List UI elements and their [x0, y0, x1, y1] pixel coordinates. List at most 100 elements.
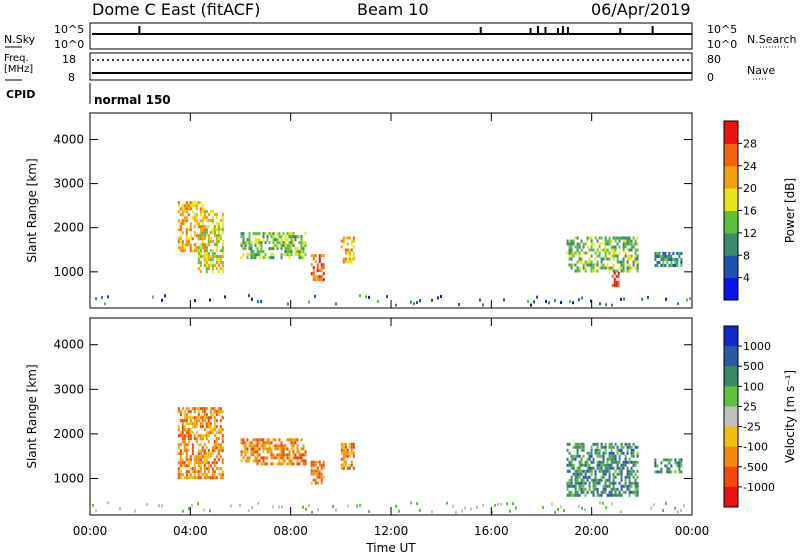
data-cell: [290, 232, 293, 236]
data-cell: [620, 266, 623, 270]
data-cell: [179, 410, 182, 414]
data-cell: [656, 470, 659, 474]
data-cell: [636, 260, 639, 264]
data-cell: [272, 462, 275, 466]
data-cell: [632, 469, 635, 473]
data-cell: [185, 428, 188, 432]
data-cell: [185, 434, 188, 438]
data-cell: [590, 472, 593, 476]
data-cell: [205, 234, 208, 238]
data-cell: [189, 476, 192, 480]
data-cell: [322, 263, 325, 267]
data-cell: [622, 257, 625, 261]
data-cell: [189, 467, 192, 471]
data-cell: [602, 457, 605, 461]
data-cell: [282, 241, 285, 245]
data-cell: [205, 243, 208, 247]
data-cell: [199, 416, 202, 420]
data-cell: [284, 241, 287, 245]
data-cell: [606, 457, 609, 461]
data-cell: [346, 236, 349, 240]
data-cell: [312, 272, 315, 276]
data-cell: [600, 248, 603, 252]
data-cell: [318, 260, 321, 264]
data-cell: [197, 419, 200, 423]
data-cell: [292, 438, 295, 442]
ground-scatter-cell: [455, 510, 457, 514]
data-cell: [219, 443, 222, 447]
data-cell: [632, 242, 635, 246]
data-cell: [282, 450, 285, 454]
data-cell: [181, 231, 184, 235]
data-cell: [191, 204, 194, 208]
data-cell: [205, 252, 208, 256]
data-cell: [302, 447, 305, 451]
data-cell: [197, 458, 200, 462]
data-cell: [272, 253, 275, 257]
data-cell: [217, 231, 220, 235]
data-cell: [179, 234, 182, 238]
data-cell: [304, 232, 307, 236]
data-cell: [662, 254, 665, 258]
data-cell: [300, 250, 303, 254]
data-cell: [304, 462, 307, 466]
data-cell: [296, 444, 299, 448]
ground-scatter-cell: [647, 296, 649, 300]
data-cell: [570, 490, 573, 494]
ground-scatter-cell: [209, 509, 211, 513]
data-cell: [199, 434, 202, 438]
data-cell: [580, 257, 583, 261]
data-cell: [242, 238, 245, 242]
colorbar-tick-label: 16: [743, 205, 757, 218]
data-cell: [189, 431, 192, 435]
ground-scatter-cell: [359, 503, 361, 507]
data-cell: [634, 484, 637, 488]
data-cell: [584, 460, 587, 464]
data-cell: [590, 242, 593, 246]
data-cell: [340, 445, 343, 449]
data-cell: [207, 234, 210, 238]
data-cell: [628, 236, 631, 240]
data-cell: [197, 249, 200, 253]
ground-scatter-cell: [599, 501, 601, 505]
ground-scatter-cell: [641, 297, 643, 301]
data-cell: [350, 257, 353, 261]
data-cell: [314, 460, 317, 464]
data-cell: [193, 476, 196, 480]
data-cell: [302, 256, 305, 260]
data-cell: [614, 248, 617, 252]
data-cell: [205, 467, 208, 471]
data-cell: [626, 239, 629, 243]
data-cell: [568, 463, 571, 467]
data-cell: [574, 236, 577, 240]
data-cell: [183, 461, 186, 465]
data-cell: [221, 261, 224, 265]
data-cell: [622, 248, 625, 252]
ground-scatter-cell: [500, 502, 502, 506]
data-cell: [670, 470, 673, 474]
data-cell: [586, 463, 589, 467]
data-cell: [348, 445, 351, 449]
data-cell: [616, 487, 619, 491]
data-cell: [664, 257, 667, 261]
data-cell: [270, 453, 273, 457]
data-cell: [672, 263, 675, 267]
data-cell: [280, 238, 283, 242]
data-cell: [268, 438, 271, 442]
data-cell: [586, 451, 589, 455]
data-cell: [211, 219, 214, 223]
data-cell: [318, 278, 321, 282]
data-cell: [197, 443, 200, 447]
data-cell: [600, 445, 603, 449]
colorbar-tick-label: -25: [743, 421, 761, 434]
data-cell: [181, 440, 184, 444]
data-cell: [179, 452, 182, 456]
data-cell: [201, 234, 204, 238]
data-cell: [197, 455, 200, 459]
ground-scatter-cell: [611, 303, 613, 307]
data-cell: [215, 261, 218, 265]
ground-scatter-cell: [146, 502, 148, 506]
data-cell: [201, 434, 204, 438]
data-cell: [611, 274, 614, 278]
data-cell: [616, 236, 619, 240]
